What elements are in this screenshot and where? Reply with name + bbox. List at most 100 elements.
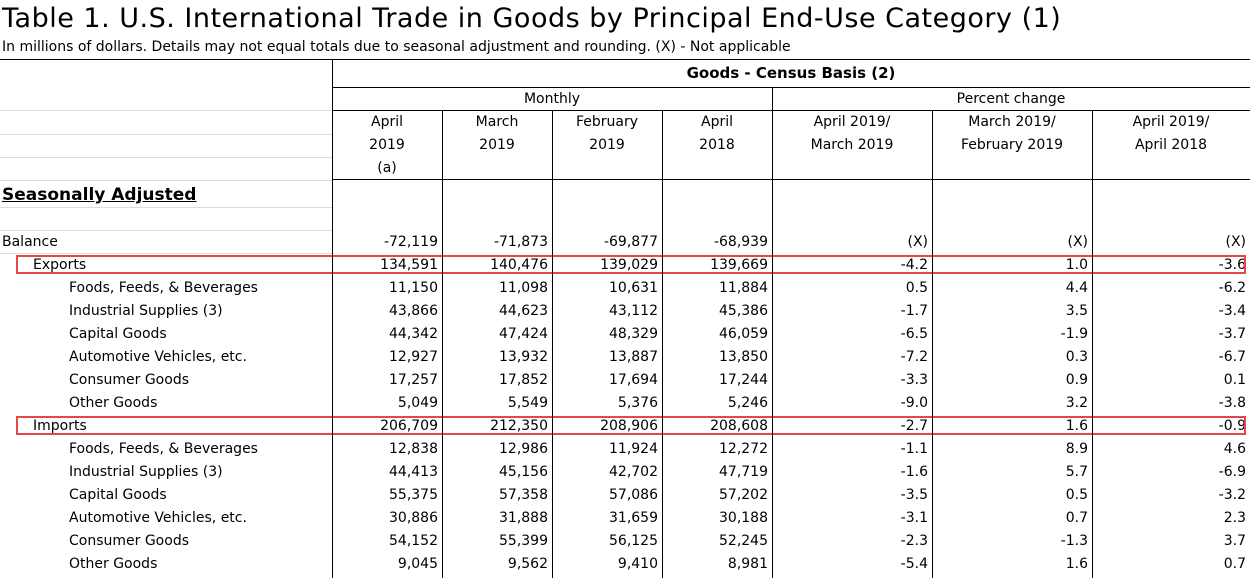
header-bottom-rule <box>332 179 1250 180</box>
row-label: Consumer Goods <box>69 533 189 549</box>
row-label: Exports <box>33 257 87 273</box>
monthly-header: Monthly <box>523 91 581 107</box>
subgroup-rule <box>332 110 1250 111</box>
table-cell: 57,358 <box>499 487 548 503</box>
column-header-line: 2018 <box>699 137 735 153</box>
table-cell: 30,886 <box>389 510 438 526</box>
row-label: Other Goods <box>69 556 158 572</box>
table-cell: -3.6 <box>1218 257 1246 273</box>
table-cell: 13,887 <box>609 349 658 365</box>
table-cell: 0.1 <box>1223 372 1246 388</box>
table-cell: 3.2 <box>1065 395 1088 411</box>
row-label: Capital Goods <box>69 487 167 503</box>
table-cell: 1.6 <box>1065 418 1088 434</box>
group-rule <box>332 87 1250 88</box>
row-label: Consumer Goods <box>69 372 189 388</box>
table-cell: 0.7 <box>1223 556 1246 572</box>
table-cell: 0.5 <box>1065 487 1088 503</box>
row-label: Balance <box>2 234 58 250</box>
row-label: Automotive Vehicles, etc. <box>69 510 247 526</box>
table-cell: -3.5 <box>900 487 928 503</box>
table-cell: 46,059 <box>719 326 768 342</box>
column-header-line: February 2019 <box>960 137 1064 153</box>
table-cell: -2.7 <box>900 418 928 434</box>
row-label: Foods, Feeds, & Beverages <box>69 441 258 457</box>
table-cell: -6.5 <box>900 326 928 342</box>
table-cell: 140,476 <box>490 257 548 273</box>
table-cell: 139,669 <box>710 257 768 273</box>
table-cell: 12,927 <box>389 349 438 365</box>
table-cell: -72,119 <box>383 234 438 250</box>
table-cell: 9,410 <box>617 556 658 572</box>
table-cell: 5,246 <box>727 395 768 411</box>
row-label: Industrial Supplies (3) <box>69 464 223 480</box>
table-cell: -7.2 <box>900 349 928 365</box>
table-cell: 11,924 <box>609 441 658 457</box>
table-cell: -0.9 <box>1218 418 1246 434</box>
table-cell: 1.0 <box>1065 257 1088 273</box>
table-cell: 31,659 <box>609 510 658 526</box>
table-cell: 12,838 <box>389 441 438 457</box>
table-cell: 1.6 <box>1065 556 1088 572</box>
column-divider <box>1092 110 1093 578</box>
table-cell: 44,413 <box>389 464 438 480</box>
row-label: Imports <box>33 418 87 434</box>
table-cell: 47,424 <box>499 326 548 342</box>
table-cell: -3.7 <box>1218 326 1246 342</box>
table-cell: -3.8 <box>1218 395 1246 411</box>
table-cell: 47,719 <box>719 464 768 480</box>
table-cell: (X) <box>1225 234 1246 250</box>
row-label: Capital Goods <box>69 326 167 342</box>
row-label: Automotive Vehicles, etc. <box>69 349 247 365</box>
table-cell: -1.9 <box>1060 326 1088 342</box>
table-cell: 56,125 <box>609 533 658 549</box>
table-cell: 55,375 <box>389 487 438 503</box>
page-subtitle: In millions of dollars. Details may not … <box>2 39 791 55</box>
table-cell: 8.9 <box>1065 441 1088 457</box>
table-cell: 8,981 <box>727 556 768 572</box>
table-cell: 9,562 <box>507 556 548 572</box>
table-cell: 208,906 <box>600 418 658 434</box>
table-cell: 2.3 <box>1223 510 1246 526</box>
column-header-line: March <box>475 114 519 130</box>
table-cell: 17,694 <box>609 372 658 388</box>
row-label: Foods, Feeds, & Beverages <box>69 280 258 296</box>
label-gridline <box>0 230 332 231</box>
table-cell: -2.3 <box>900 533 928 549</box>
column-header-line: April <box>701 114 733 130</box>
column-divider <box>442 110 443 578</box>
label-gridline <box>0 207 332 208</box>
table-cell: 12,986 <box>499 441 548 457</box>
column-divider <box>932 110 933 578</box>
column-header-line: April 2019/ <box>813 114 891 130</box>
table-cell: (X) <box>907 234 928 250</box>
table-cell: 12,272 <box>719 441 768 457</box>
table-cell: 54,152 <box>389 533 438 549</box>
column-divider <box>552 110 553 578</box>
table-cell: 13,932 <box>499 349 548 365</box>
table-cell: 43,112 <box>609 303 658 319</box>
table-cell: 44,342 <box>389 326 438 342</box>
table-cell: 30,188 <box>719 510 768 526</box>
table-cell: -6.9 <box>1218 464 1246 480</box>
column-header-line: 2019 <box>369 137 405 153</box>
table-cell: 17,852 <box>499 372 548 388</box>
column-header-line: February <box>575 114 639 130</box>
table-cell: 42,702 <box>609 464 658 480</box>
table-cell: (X) <box>1067 234 1088 250</box>
table-cell: -4.2 <box>900 257 928 273</box>
table-cell: -6.2 <box>1218 280 1246 296</box>
table-cell: -69,877 <box>603 234 658 250</box>
table-cell: 11,884 <box>719 280 768 296</box>
top-rule <box>0 59 1250 60</box>
column-header-line: (a) <box>377 160 397 176</box>
table-cell: 52,245 <box>719 533 768 549</box>
table-cell: -3.3 <box>900 372 928 388</box>
label-gridline <box>0 134 332 135</box>
table-cell: 17,244 <box>719 372 768 388</box>
table-cell: 13,850 <box>719 349 768 365</box>
table-cell: 212,350 <box>490 418 548 434</box>
label-gridline <box>0 110 332 111</box>
table-cell: -71,873 <box>493 234 548 250</box>
table-cell: 9,045 <box>397 556 438 572</box>
